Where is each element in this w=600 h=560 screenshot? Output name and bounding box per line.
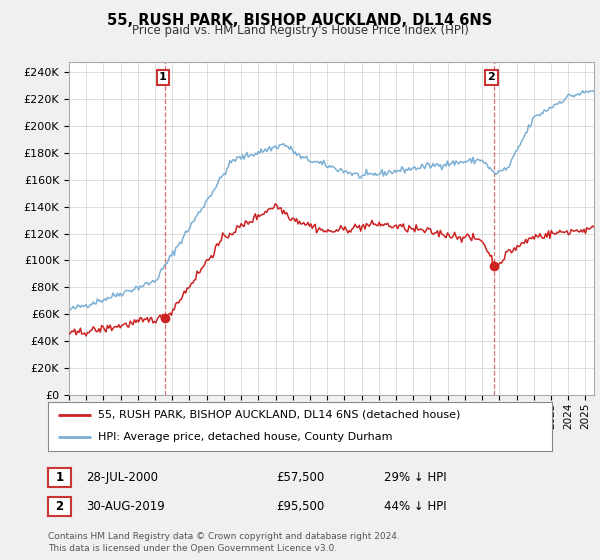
- Text: Contains HM Land Registry data © Crown copyright and database right 2024.
This d: Contains HM Land Registry data © Crown c…: [48, 533, 400, 553]
- Text: 29% ↓ HPI: 29% ↓ HPI: [384, 470, 446, 484]
- Text: Price paid vs. HM Land Registry's House Price Index (HPI): Price paid vs. HM Land Registry's House …: [131, 24, 469, 37]
- Text: £95,500: £95,500: [276, 500, 324, 514]
- Text: 2: 2: [55, 500, 64, 514]
- Text: 30-AUG-2019: 30-AUG-2019: [86, 500, 164, 514]
- Text: 1: 1: [159, 72, 167, 82]
- Text: HPI: Average price, detached house, County Durham: HPI: Average price, detached house, Coun…: [98, 432, 393, 442]
- Text: 28-JUL-2000: 28-JUL-2000: [86, 470, 158, 484]
- Text: 1: 1: [55, 470, 64, 484]
- Text: 44% ↓ HPI: 44% ↓ HPI: [384, 500, 446, 514]
- Text: 2: 2: [488, 72, 496, 82]
- Text: 55, RUSH PARK, BISHOP AUCKLAND, DL14 6NS: 55, RUSH PARK, BISHOP AUCKLAND, DL14 6NS: [107, 13, 493, 28]
- Text: 55, RUSH PARK, BISHOP AUCKLAND, DL14 6NS (detached house): 55, RUSH PARK, BISHOP AUCKLAND, DL14 6NS…: [98, 410, 461, 420]
- Text: £57,500: £57,500: [276, 470, 324, 484]
